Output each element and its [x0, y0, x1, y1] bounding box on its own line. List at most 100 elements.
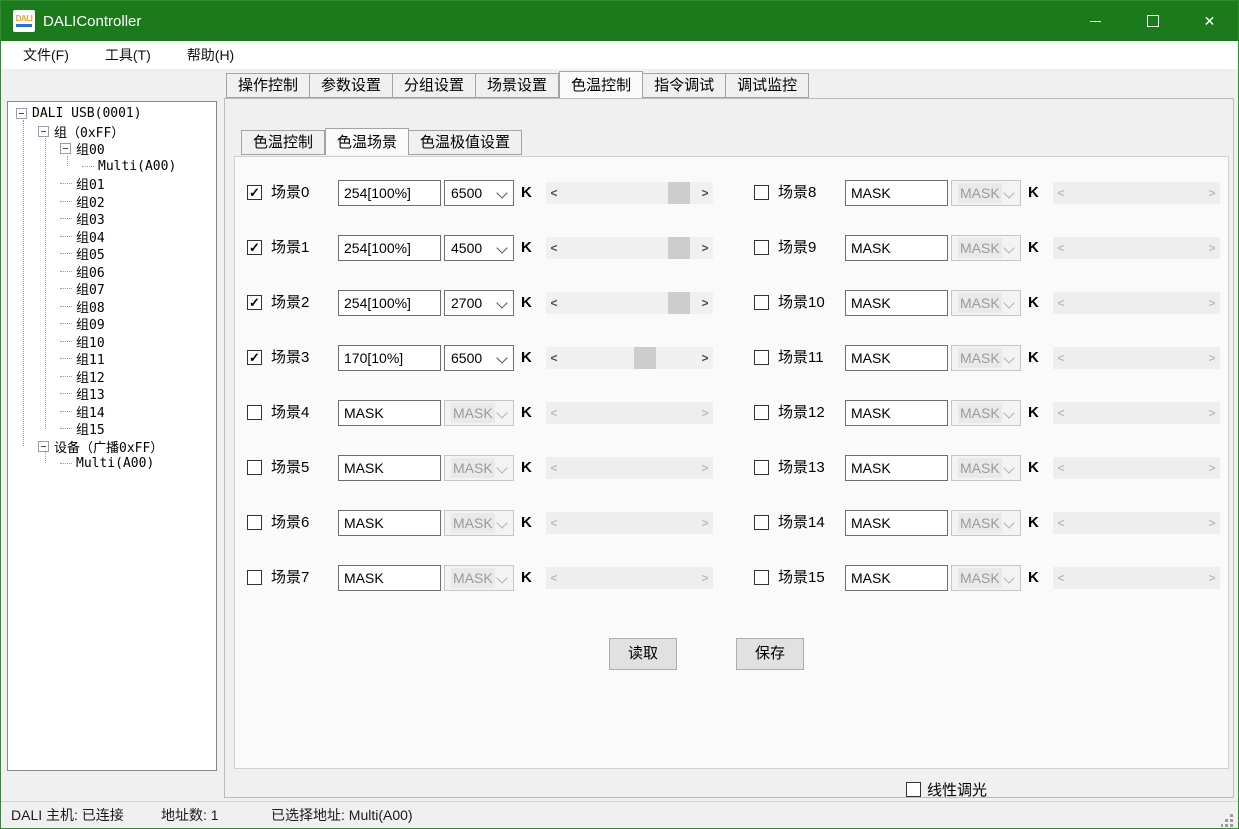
tree-node-20[interactable]: Multi(A00) — [8, 455, 216, 473]
scrollbar-thumb[interactable] — [668, 182, 690, 204]
tab-3[interactable]: 场景设置 — [476, 73, 560, 98]
scene-13-level-input[interactable] — [845, 455, 948, 481]
scene-15-checkbox[interactable] — [754, 570, 769, 585]
collapse-icon[interactable] — [38, 125, 49, 137]
linear-dimming-checkbox[interactable] — [906, 781, 921, 797]
read-button[interactable]: 读取 — [609, 638, 677, 670]
scroll-right-arrow-icon[interactable]: > — [701, 241, 709, 255]
scene-12-temp-select[interactable]: MASK — [951, 400, 1021, 426]
menu-item-2[interactable]: 帮助(H) — [186, 47, 235, 63]
scene-14-level-input[interactable] — [845, 510, 948, 536]
tab-2[interactable]: 分组设置 — [393, 73, 477, 98]
scroll-right-arrow-icon[interactable]: > — [701, 351, 709, 365]
scene-9-level-input[interactable] — [845, 235, 948, 261]
tree-node-4[interactable]: 组01 — [8, 175, 216, 193]
tree-node-10[interactable]: 组07 — [8, 280, 216, 298]
scene-4-level-input[interactable] — [338, 400, 441, 426]
scene-3-checkbox[interactable]: ✓ — [247, 350, 262, 365]
tree-node-1[interactable]: 组（0xFF） — [8, 123, 216, 141]
scene-5-checkbox[interactable] — [247, 460, 262, 475]
scene-14-checkbox[interactable] — [754, 515, 769, 530]
minimize-button[interactable] — [1067, 1, 1124, 41]
scene-4-checkbox[interactable] — [247, 405, 262, 420]
tab-6[interactable]: 调试监控 — [726, 73, 810, 98]
scene-5-level-input[interactable] — [338, 455, 441, 481]
resize-grip[interactable] — [1221, 814, 1234, 827]
scene-11-temp-select[interactable]: MASK — [951, 345, 1021, 371]
tree-node-9[interactable]: 组06 — [8, 263, 216, 281]
scene-0-level-input[interactable] — [338, 180, 441, 206]
subtab-2[interactable]: 色温极值设置 — [409, 130, 523, 155]
tree-node-2[interactable]: 组00 — [8, 140, 216, 158]
tree-node-5[interactable]: 组02 — [8, 193, 216, 211]
scene-11-level-input[interactable] — [845, 345, 948, 371]
tree-node-16[interactable]: 组13 — [8, 385, 216, 403]
subtab-0[interactable]: 色温控制 — [241, 130, 326, 155]
scene-3-temp-select[interactable]: 6500 — [444, 345, 514, 371]
collapse-icon[interactable] — [38, 440, 49, 452]
tree-node-14[interactable]: 组11 — [8, 350, 216, 368]
scene-6-level-input[interactable] — [338, 510, 441, 536]
menu-item-0[interactable]: 文件(F) — [23, 47, 69, 63]
scroll-right-arrow-icon[interactable]: > — [701, 296, 709, 310]
collapse-icon[interactable] — [60, 143, 71, 155]
scene-7-checkbox[interactable] — [247, 570, 262, 585]
scene-15-temp-select[interactable]: MASK — [951, 565, 1021, 591]
scene-14-temp-select[interactable]: MASK — [951, 510, 1021, 536]
tree-node-7[interactable]: 组04 — [8, 228, 216, 246]
scene-2-level-scrollbar[interactable]: < > — [546, 292, 713, 314]
close-button[interactable]: ✕ — [1181, 1, 1238, 41]
scene-10-checkbox[interactable] — [754, 295, 769, 310]
scroll-right-arrow-icon[interactable]: > — [701, 186, 709, 200]
scene-5-temp-select[interactable]: MASK — [444, 455, 514, 481]
scene-7-level-input[interactable] — [338, 565, 441, 591]
scroll-left-arrow-icon[interactable]: < — [550, 186, 558, 200]
scene-1-level-scrollbar[interactable]: < > — [546, 237, 713, 259]
tab-5[interactable]: 指令调试 — [643, 73, 727, 98]
scene-3-level-input[interactable] — [338, 345, 441, 371]
scene-8-checkbox[interactable] — [754, 185, 769, 200]
tree-node-6[interactable]: 组03 — [8, 210, 216, 228]
scene-10-level-input[interactable] — [845, 290, 948, 316]
scroll-left-arrow-icon[interactable]: < — [550, 296, 558, 310]
collapse-icon[interactable] — [16, 108, 27, 120]
scene-6-temp-select[interactable]: MASK — [444, 510, 514, 536]
scene-4-temp-select[interactable]: MASK — [444, 400, 514, 426]
tree-node-17[interactable]: 组14 — [8, 403, 216, 421]
scroll-left-arrow-icon[interactable]: < — [550, 241, 558, 255]
scene-12-level-input[interactable] — [845, 400, 948, 426]
tree-node-12[interactable]: 组09 — [8, 315, 216, 333]
scrollbar-thumb[interactable] — [668, 292, 690, 314]
subtab-1[interactable]: 色温场景 — [325, 128, 410, 155]
scene-6-checkbox[interactable] — [247, 515, 262, 530]
scrollbar-thumb[interactable] — [634, 347, 656, 369]
scene-1-temp-select[interactable]: 4500 — [444, 235, 514, 261]
tree-node-15[interactable]: 组12 — [8, 368, 216, 386]
scene-11-checkbox[interactable] — [754, 350, 769, 365]
scene-0-level-scrollbar[interactable]: < > — [546, 182, 713, 204]
scroll-left-arrow-icon[interactable]: < — [550, 351, 558, 365]
tab-1[interactable]: 参数设置 — [310, 73, 394, 98]
scene-9-temp-select[interactable]: MASK — [951, 235, 1021, 261]
tree-node-3[interactable]: Multi(A00) — [8, 158, 216, 176]
scene-10-temp-select[interactable]: MASK — [951, 290, 1021, 316]
tree-node-0[interactable]: DALI USB(0001) — [8, 105, 216, 123]
scene-0-temp-select[interactable]: 6500 — [444, 180, 514, 206]
tab-4[interactable]: 色温控制 — [559, 71, 644, 98]
scene-0-checkbox[interactable]: ✓ — [247, 185, 262, 200]
tree-node-19[interactable]: 设备（广播0xFF） — [8, 438, 216, 456]
tab-0[interactable]: 操作控制 — [226, 73, 311, 98]
scene-2-checkbox[interactable]: ✓ — [247, 295, 262, 310]
scrollbar-thumb[interactable] — [668, 237, 690, 259]
tree-node-11[interactable]: 组08 — [8, 298, 216, 316]
scene-12-checkbox[interactable] — [754, 405, 769, 420]
scene-3-level-scrollbar[interactable]: < > — [546, 347, 713, 369]
menu-item-1[interactable]: 工具(T) — [104, 47, 151, 63]
save-button[interactable]: 保存 — [736, 638, 804, 670]
scene-2-temp-select[interactable]: 2700 — [444, 290, 514, 316]
scene-9-checkbox[interactable] — [754, 240, 769, 255]
tree-node-8[interactable]: 组05 — [8, 245, 216, 263]
scene-2-level-input[interactable] — [338, 290, 441, 316]
scene-8-level-input[interactable] — [845, 180, 948, 206]
scene-7-temp-select[interactable]: MASK — [444, 565, 514, 591]
